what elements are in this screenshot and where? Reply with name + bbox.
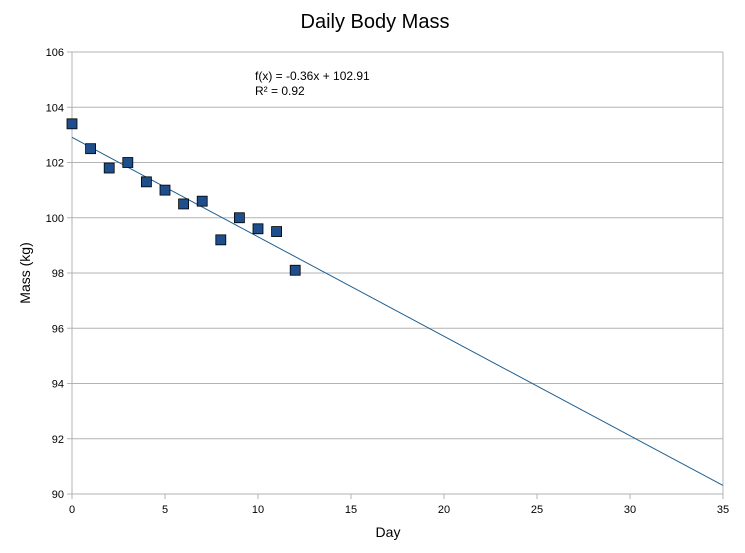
data-point [66, 118, 78, 130]
data-point [103, 162, 115, 174]
y-tick-label: 98 [52, 268, 64, 280]
data-point [159, 184, 171, 196]
x-tick-label: 10 [252, 504, 264, 516]
x-tick-label: 30 [624, 504, 636, 516]
data-point [252, 223, 264, 235]
y-tick-label: 102 [46, 158, 64, 170]
y-tick-label: 94 [52, 379, 64, 391]
y-axis-label: Mass (kg) [17, 242, 33, 303]
y-tick-label: 96 [52, 323, 64, 335]
axes [67, 51, 724, 499]
data-point [215, 234, 227, 246]
trendline [71, 136, 724, 486]
y-tick-label: 92 [52, 434, 64, 446]
data-point [271, 226, 283, 237]
data-point [233, 212, 245, 224]
tick-labels: 90 92 94 96 98 100 102 104 106 0 5 10 15 20 25 30 35 [46, 47, 729, 516]
data-point [178, 198, 190, 210]
x-tick-label: 20 [438, 504, 450, 516]
x-tick-label: 5 [162, 504, 168, 516]
data-point [289, 264, 301, 276]
chart-title: Daily Body Mass [301, 11, 450, 33]
x-axis-label: Day [376, 524, 401, 540]
x-tick-label: 0 [69, 504, 75, 516]
trendline-equation: f(x) = -0.36x + 102.91 [255, 69, 370, 83]
y-tick-label: 90 [52, 489, 64, 501]
trendline-r-squared: R² = 0.92 [255, 84, 305, 98]
y-tick-label: 104 [46, 102, 64, 114]
data-points [66, 118, 301, 276]
y-tick-label: 100 [46, 213, 64, 225]
gridlines [72, 51, 723, 495]
x-tick-label: 35 [717, 504, 729, 516]
data-point [140, 176, 152, 188]
x-tick-label: 25 [531, 504, 543, 516]
data-point [85, 143, 96, 155]
trendline-group [71, 136, 724, 486]
data-point [196, 195, 208, 207]
data-point [122, 157, 134, 168]
x-tick-label: 15 [345, 504, 357, 516]
y-tick-label: 106 [46, 47, 64, 59]
